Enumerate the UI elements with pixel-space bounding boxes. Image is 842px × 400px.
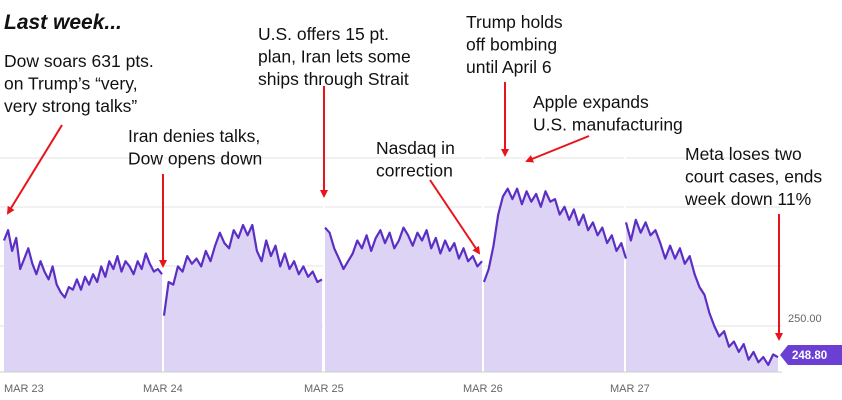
area-fill-mar-27 — [626, 219, 778, 372]
annotation-line: U.S. offers 15 pt. — [258, 24, 389, 44]
annotation-6: Apple expands U.S. manufacturing — [533, 92, 683, 135]
y-reference-label: 250.00 — [788, 313, 822, 325]
chart-title: Last week... — [4, 11, 122, 34]
last-value-label: 248.80 — [792, 350, 827, 362]
annotation-4: Nasdaq in correction — [376, 138, 455, 181]
area-fill-mar-26 — [484, 188, 626, 372]
annotation-line: plan, Iran lets some — [258, 47, 411, 67]
annotation-line: week down 11% — [684, 189, 811, 209]
annotation-line: Apple expands — [533, 92, 649, 112]
x-tick-label: MAR 25 — [304, 383, 344, 395]
annotation-arrow-1 — [6, 124, 63, 215]
annotation-arrow-4 — [429, 179, 481, 255]
annotation-1: Dow soars 631 pts. on Trump’s “very, very … — [4, 51, 154, 116]
annotation-line: Iran denies talks, — [128, 126, 260, 146]
price-line-mar-24 — [162, 223, 323, 316]
annotation-line: ships through Strait — [258, 69, 409, 89]
price-line-mar-26 — [482, 187, 628, 283]
area-fill-mar-23 — [4, 230, 162, 372]
annotation-5: Trump holds off bombing until April 6 — [466, 12, 563, 77]
area-fill-mar-24 — [164, 225, 322, 372]
annotation-line: very strong talks” — [4, 96, 137, 116]
x-tick-label: MAR 27 — [610, 383, 650, 395]
annotation-line: Dow opens down — [128, 149, 262, 169]
annotation-line: Meta loses two — [685, 144, 802, 164]
annotation-line: court cases, ends — [685, 167, 822, 187]
annotation-line: U.S. manufacturing — [533, 115, 683, 135]
annotation-arrow-6 — [525, 135, 590, 163]
x-tick-label: MAR 23 — [4, 383, 44, 395]
price-line-mar-27 — [624, 218, 779, 366]
annotation-line: until April 6 — [466, 57, 552, 77]
annotation-3: U.S. offers 15 pt. plan, Iran lets some sh… — [258, 24, 411, 89]
annotation-7: Meta loses two court cases, ends week down… — [684, 144, 822, 209]
annotation-line: Nasdaq in — [376, 138, 455, 158]
last-value-badge-shape — [780, 345, 842, 365]
annotation-line: correction — [376, 161, 453, 181]
last-value-badge: 248.80 — [780, 345, 842, 365]
area-fill-mar-25 — [325, 227, 482, 372]
price-line-mar-23 — [2, 229, 163, 299]
price-line-mar-25 — [324, 226, 483, 271]
annotation-line: on Trump’s “very, — [4, 74, 138, 94]
annotation-line: Dow soars 631 pts. — [4, 51, 154, 71]
x-tick-label: MAR 24 — [143, 383, 183, 395]
x-tick-label: MAR 26 — [463, 383, 503, 395]
annotation-2: Iran denies talks, Dow opens down — [128, 126, 262, 169]
annotation-line: Trump holds — [466, 12, 563, 32]
annotation-line: off bombing — [466, 35, 557, 55]
